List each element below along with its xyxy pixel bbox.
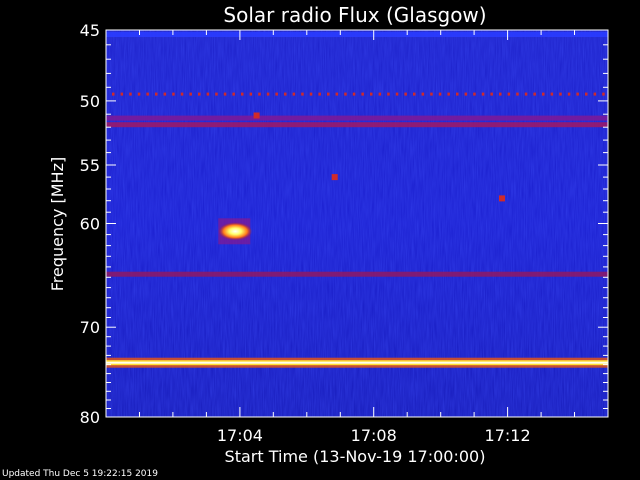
- axes: 45 50 55 60 70 80 17:04 17:08 17:12: [80, 21, 609, 445]
- y-tick-label: 60: [80, 215, 100, 234]
- y-axis-label: Frequency [MHz]: [48, 157, 67, 291]
- band-1: [112, 92, 605, 96]
- spot-9: [253, 112, 260, 119]
- band-0: [106, 32, 608, 37]
- x-axis-label: Start Time (13-Nov-19 17:00:00): [225, 447, 486, 466]
- updated-timestamp: Updated Thu Dec 5 19:22:15 2019: [2, 469, 158, 479]
- y-tick-label: 50: [80, 92, 100, 111]
- band-3: [106, 122, 608, 128]
- burst-6: [218, 222, 253, 241]
- y-tick-label: 45: [80, 21, 100, 40]
- band-5-core: [106, 361, 608, 364]
- plot-area: [106, 30, 608, 417]
- x-tick-label: 17:08: [351, 426, 397, 445]
- x-tick-label: 17:04: [217, 426, 263, 445]
- band-2: [106, 115, 608, 121]
- spot-7: [331, 174, 338, 181]
- band-4: [106, 271, 608, 277]
- x-tick-label: 17:12: [485, 426, 531, 445]
- y-tick-label: 55: [80, 156, 100, 175]
- chart-title: Solar radio Flux (Glasgow): [223, 3, 486, 27]
- y-tick-label: 80: [80, 408, 100, 427]
- y-tick-label: 70: [80, 318, 100, 337]
- spot-8: [499, 195, 505, 202]
